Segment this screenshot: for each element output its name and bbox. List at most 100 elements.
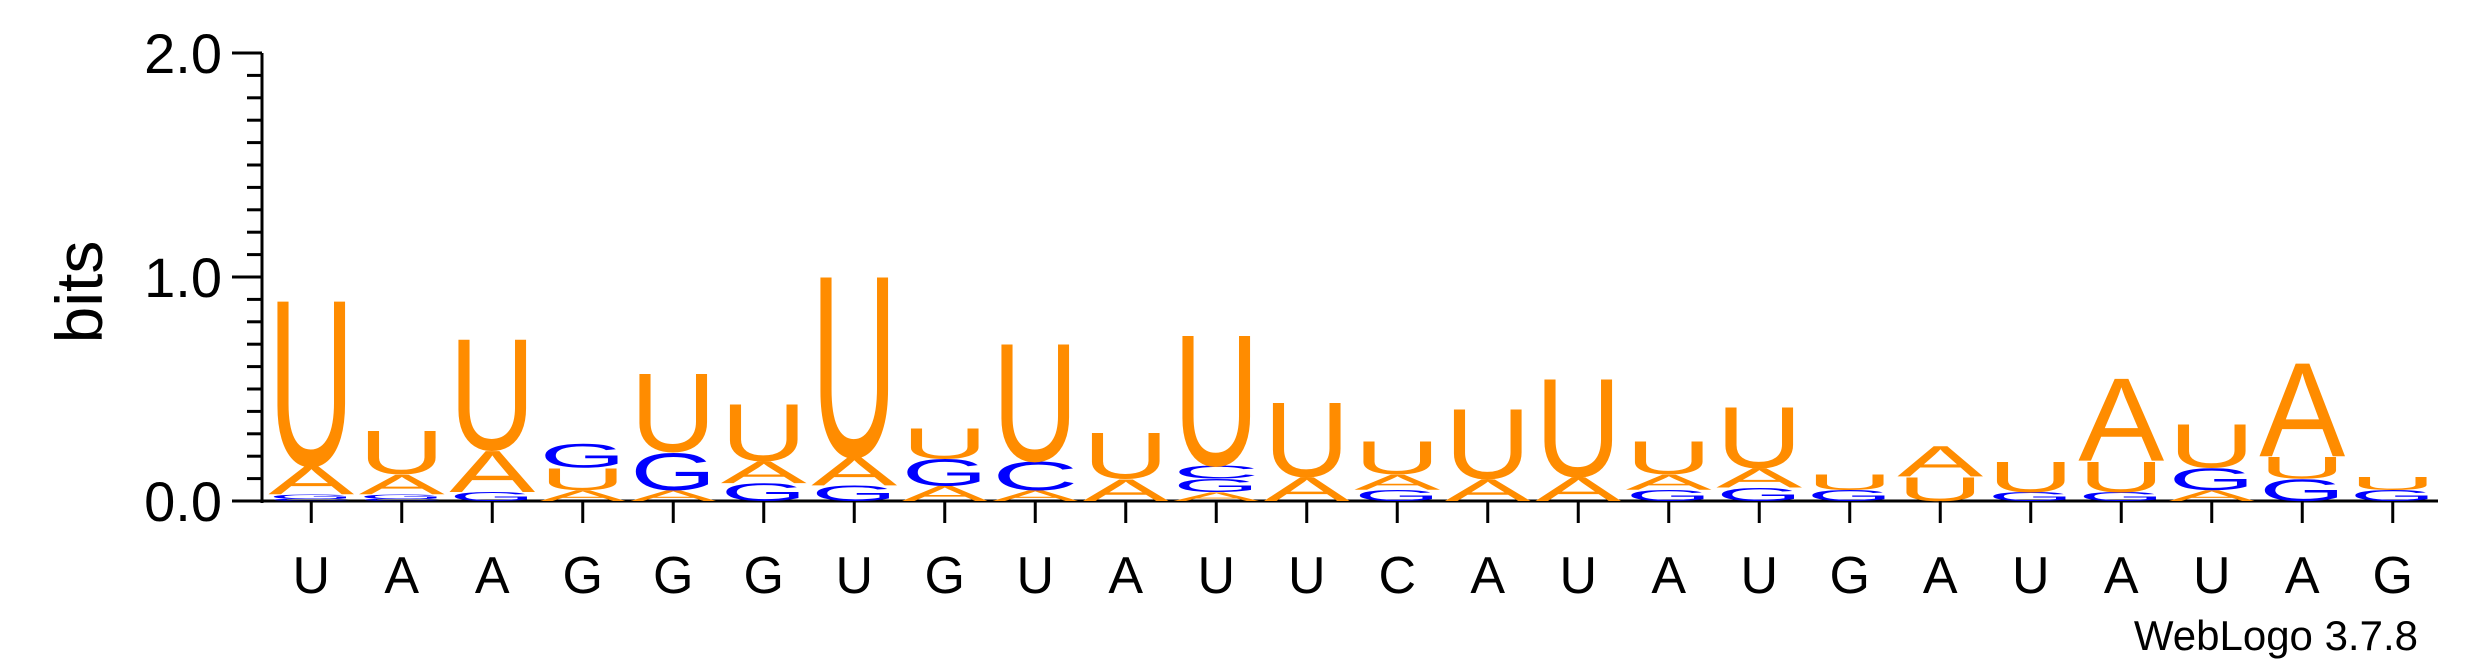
- x-tick-label: U: [2012, 547, 2050, 605]
- x-tick-label: U: [1740, 547, 1778, 605]
- x-tick-label: A: [1923, 547, 1958, 605]
- logo-glyph-a: A: [1173, 490, 1260, 504]
- logo-glyph-a: A: [2078, 353, 2164, 486]
- x-tick-label: A: [384, 547, 419, 605]
- logo-glyph-a: A: [2169, 487, 2256, 505]
- logo-stack: AU: [1264, 381, 1350, 509]
- logo-glyph-a: A: [540, 487, 627, 505]
- logo-glyph-u: U: [1535, 348, 1621, 506]
- logo-stack: GU: [1988, 453, 2074, 504]
- logo-glyph-u: U: [1264, 381, 1350, 499]
- logo-stack: AU: [1445, 388, 1531, 507]
- logo-stack: GU: [2350, 473, 2436, 505]
- y-tick-label: 0.0: [144, 470, 222, 533]
- x-tick-label: C: [1378, 547, 1416, 605]
- logo-glyph-u: U: [1988, 453, 2074, 502]
- logo-stack: AGU: [2169, 411, 2256, 504]
- y-tick-label: 2.0: [144, 22, 222, 85]
- logo-glyph-u: U: [992, 309, 1078, 498]
- logo-glyph-a: A: [721, 455, 807, 490]
- y-axis: 0.0 1.0 2.0: [144, 22, 2438, 533]
- x-tick-label: G: [563, 547, 603, 605]
- logo-glyph-u: U: [902, 419, 988, 468]
- logo-glyph-a: A: [1626, 470, 1712, 495]
- logo-glyph-u: U: [1716, 388, 1802, 487]
- logo-glyph-c: C: [1173, 462, 1259, 483]
- logo-glyph-u: U: [1083, 419, 1169, 492]
- logo-stack: GUA: [2259, 335, 2345, 508]
- x-tick-label: A: [2104, 547, 2139, 605]
- logo-glyph-u: U: [1626, 432, 1712, 484]
- logo-stack: GAU: [811, 222, 897, 512]
- logo-stack: GUA: [2078, 353, 2164, 503]
- logo-glyph-g: G: [2169, 462, 2255, 497]
- logo-stack: AGU: [630, 349, 717, 504]
- logo-glyph-g: G: [1807, 487, 1893, 505]
- logo-stack: AU: [1535, 348, 1621, 508]
- logo-glyph-g: G: [359, 493, 445, 500]
- x-tick-label: G: [744, 547, 784, 605]
- logo-glyph-g: G: [268, 493, 354, 500]
- logo-glyph-u: U: [1354, 432, 1440, 484]
- logo-glyph-u: U: [1445, 388, 1531, 500]
- x-tick-label: A: [1651, 547, 1686, 605]
- x-tick-label: U: [1559, 547, 1597, 605]
- logo-stack: GAU: [1716, 388, 1803, 505]
- logo-glyph-g: G: [540, 437, 626, 476]
- logo-glyph-c: C: [992, 453, 1078, 498]
- logo-glyph-c: C: [268, 498, 354, 501]
- logo-glyph-u: U: [2169, 411, 2255, 481]
- logo-glyph-a: A: [1354, 470, 1440, 495]
- logo-glyph-g: G: [449, 490, 535, 504]
- x-tick-label: G: [653, 547, 693, 605]
- logo-glyph-a: A: [268, 458, 354, 503]
- logo-stack: GAU: [721, 388, 807, 506]
- x-tick-label: U: [2193, 547, 2231, 605]
- logo-glyph-g: G: [630, 442, 716, 502]
- logo-glyph-g: G: [2078, 490, 2164, 504]
- logo-glyph-u: U: [540, 462, 626, 497]
- x-tick-label: U: [292, 547, 330, 605]
- logo-glyph-g: G: [2350, 487, 2436, 505]
- weblogo-credit: WebLogo 3.7.8: [2134, 612, 2418, 659]
- x-tick-label: U: [1288, 547, 1326, 605]
- x-tick-label: A: [1470, 547, 1505, 605]
- x-tick-label: A: [2285, 547, 2320, 605]
- logo-glyph-a: A: [449, 439, 536, 505]
- logo-glyph-g: G: [902, 452, 988, 494]
- logo-glyph-g: G: [1626, 487, 1712, 505]
- logo-glyph-a: A: [630, 487, 717, 505]
- logo-glyph-u: U: [359, 418, 445, 488]
- logo-glyph-g: G: [1354, 487, 1440, 505]
- y-axis-label: bits: [42, 241, 116, 344]
- logo-glyph-u: U: [2078, 453, 2164, 502]
- logo-glyph-a: A: [811, 449, 897, 494]
- logo-stack: AGU: [902, 419, 988, 506]
- logo-stack: ACU: [992, 309, 1079, 505]
- logo-glyph-a: A: [1897, 437, 1984, 486]
- logo-glyph-a: A: [1716, 462, 1803, 494]
- logo-glyph-u: U: [268, 252, 354, 517]
- logo-stack: AU: [1083, 419, 1169, 507]
- logo-stack: UA: [1897, 437, 1984, 509]
- logo-glyph-u: U: [721, 388, 807, 479]
- logo-glyph-u: U: [2259, 450, 2345, 485]
- logo-stack: GAU: [1354, 432, 1440, 505]
- logo-glyph-a: A: [2259, 335, 2345, 485]
- x-tick-label: U: [835, 547, 873, 605]
- x-tick-label: U: [1016, 547, 1054, 605]
- logo-glyph-u: U: [630, 349, 716, 475]
- logo-glyph-c: C: [359, 498, 445, 501]
- logo-glyph-u: U: [811, 222, 897, 512]
- x-tick-label: G: [925, 547, 965, 605]
- logo-stack: GAU: [1626, 432, 1712, 505]
- x-tick-label: A: [475, 547, 510, 605]
- logo-glyph-u: U: [1807, 470, 1893, 495]
- x-tick-label: U: [1197, 547, 1235, 605]
- x-tick-label: G: [1830, 547, 1870, 605]
